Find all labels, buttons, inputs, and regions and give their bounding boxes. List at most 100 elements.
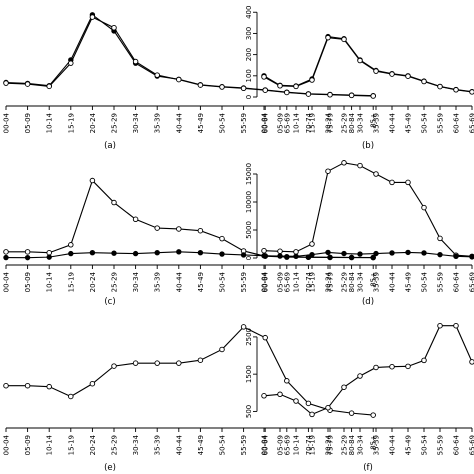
data-point (261, 247, 267, 254)
x-tick-label: 50-54 (219, 112, 227, 133)
data-point (132, 250, 139, 257)
data-point (284, 378, 290, 384)
data-point (373, 250, 379, 257)
data-point (341, 160, 347, 166)
data-point (219, 346, 225, 353)
x-tick-label: 05-09 (24, 113, 32, 133)
x-tick-label: 55-59 (437, 113, 445, 133)
x-tick-label: 50-54 (421, 271, 429, 292)
x-tick-label: 45-49 (405, 113, 413, 133)
x-tick-label: 55-59 (240, 435, 248, 455)
data-point (197, 357, 204, 363)
data-point (357, 251, 363, 257)
x-tick-label: 00-04 (261, 112, 269, 133)
x-tick-label: 80-84 (348, 112, 356, 133)
data-point (132, 58, 139, 65)
data-point (176, 226, 182, 232)
data-point (68, 60, 74, 66)
data-point (389, 71, 395, 77)
data-point (46, 83, 52, 90)
data-point (421, 250, 427, 256)
x-tick-label: 30-34 (357, 271, 365, 292)
x-tick-label: 80-84 (348, 271, 356, 292)
data-point (176, 360, 182, 366)
y-tick-label: 500 (245, 405, 253, 418)
x-tick-label: 25-29 (111, 272, 119, 292)
series-line-1 (6, 179, 374, 259)
data-point (277, 83, 283, 89)
x-tick-label: 60-64 (453, 271, 461, 292)
x-tick-label: 35-39 (373, 435, 381, 455)
data-point (357, 373, 363, 379)
y-tick-label: 15000 (245, 163, 253, 185)
data-point (405, 179, 411, 186)
data-point (89, 177, 96, 184)
data-point (370, 93, 376, 99)
series-line-2 (263, 37, 473, 93)
data-point (219, 251, 225, 257)
x-tick-label: 60-64 (453, 112, 461, 133)
series-line-1 (5, 13, 374, 97)
x-tick-label: 15-19 (309, 435, 317, 455)
data-point (240, 252, 247, 258)
panel-label: (e) (104, 463, 116, 473)
data-point (197, 82, 204, 88)
data-point (305, 400, 312, 407)
x-tick-label: 25-29 (111, 113, 119, 133)
data-point (46, 254, 52, 260)
x-tick-label: 55-59 (240, 272, 248, 292)
data-point (341, 250, 347, 257)
x-tick-label: 45-49 (405, 272, 413, 292)
data-point (111, 250, 117, 256)
data-point (327, 91, 333, 98)
data-point (370, 254, 376, 261)
panel-2: 00-04 05-09 10-14 15-19 20-24 25-29 30-34 35-39… (245, 6, 474, 151)
x-tick-label: 70-74 (305, 271, 313, 292)
data-point (453, 322, 459, 329)
y-tick-label: 10000 (245, 191, 253, 213)
data-point (453, 87, 459, 93)
x-tick-label: 15-19 (67, 113, 75, 133)
data-point (111, 24, 117, 31)
x-tick-label: 00-04 (261, 434, 269, 455)
x-tick-label: 70-74 (305, 434, 313, 455)
data-point (421, 357, 427, 364)
data-point (24, 81, 31, 87)
x-tick-label: 15-19 (309, 113, 317, 133)
data-point (176, 76, 182, 83)
series-line-1 (263, 162, 473, 257)
data-point (293, 253, 299, 260)
x-tick-label: 40-44 (175, 271, 183, 292)
data-point (405, 363, 411, 370)
x-tick-label: 40-44 (175, 434, 183, 455)
data-point (357, 57, 363, 64)
data-point (197, 227, 204, 234)
data-point (293, 249, 299, 255)
data-point (453, 253, 459, 260)
data-point (305, 91, 312, 97)
data-point (277, 391, 283, 398)
data-point (240, 324, 247, 330)
data-point (325, 34, 331, 41)
data-point (24, 249, 31, 255)
x-tick-label: 40-44 (389, 434, 397, 455)
x-tick-label: 05-09 (24, 272, 32, 292)
x-tick-label: 85+ (370, 272, 378, 287)
data-point (357, 162, 363, 169)
x-tick-label: 35-39 (154, 113, 162, 133)
data-point (68, 393, 74, 400)
data-point (469, 254, 474, 260)
x-tick-label: 05-09 (277, 113, 285, 133)
data-point (373, 364, 379, 371)
x-tick-label: 65-69 (283, 113, 291, 133)
x-tick-label: 75-79 (327, 113, 335, 133)
data-point (197, 250, 204, 256)
data-point (89, 14, 96, 20)
data-point (348, 92, 355, 99)
x-tick-label: 35-39 (154, 435, 162, 455)
data-point (325, 168, 331, 174)
x-tick-label: 00-04 (3, 434, 11, 455)
data-point (437, 251, 443, 258)
data-point (421, 78, 427, 85)
